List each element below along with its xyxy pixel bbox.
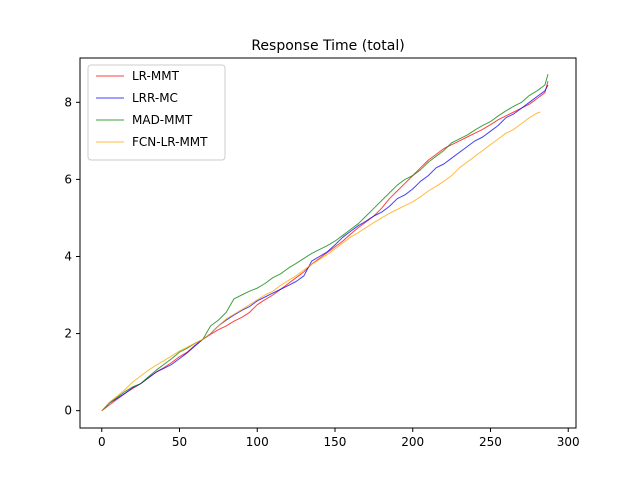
series-line-fcn-lr-mmt	[101, 111, 541, 412]
x-tick-label: 250	[479, 435, 502, 449]
y-tick-label: 6	[64, 172, 72, 186]
legend-label: FCN-LR-MMT	[132, 135, 208, 149]
legend-label: LRR-MC	[132, 91, 178, 105]
series-layer	[101, 74, 549, 412]
legend: LR-MMT LRR-MC MAD-MMT FCN-LR-MMT	[87, 64, 226, 161]
chart-title: Response Time (total)	[251, 38, 404, 54]
x-tick-label: 50	[172, 435, 187, 449]
y-tick-label: 4	[64, 249, 72, 263]
y-tick-label: 8	[64, 95, 72, 109]
legend-box	[87, 64, 226, 161]
x-tick-label: 100	[246, 435, 269, 449]
y-tick-label: 2	[64, 327, 72, 341]
legend-label: MAD-MMT	[132, 113, 193, 127]
x-tick-label: 0	[98, 435, 106, 449]
x-tick-label: 300	[557, 435, 580, 449]
x-axis: 0 50 100 150 200 250 300	[98, 428, 580, 449]
x-tick-label: 200	[401, 435, 424, 449]
x-tick-label: 150	[324, 435, 347, 449]
series-line-lrr-mc	[101, 84, 549, 412]
legend-label: LR-MMT	[132, 69, 180, 83]
plot-area-frame	[79, 57, 577, 429]
y-axis: 0 2 4 6 8	[64, 95, 80, 418]
y-tick-label: 0	[64, 404, 72, 418]
series-line-mad-mmt	[101, 74, 549, 412]
series-line-lr-mmt	[101, 80, 549, 412]
